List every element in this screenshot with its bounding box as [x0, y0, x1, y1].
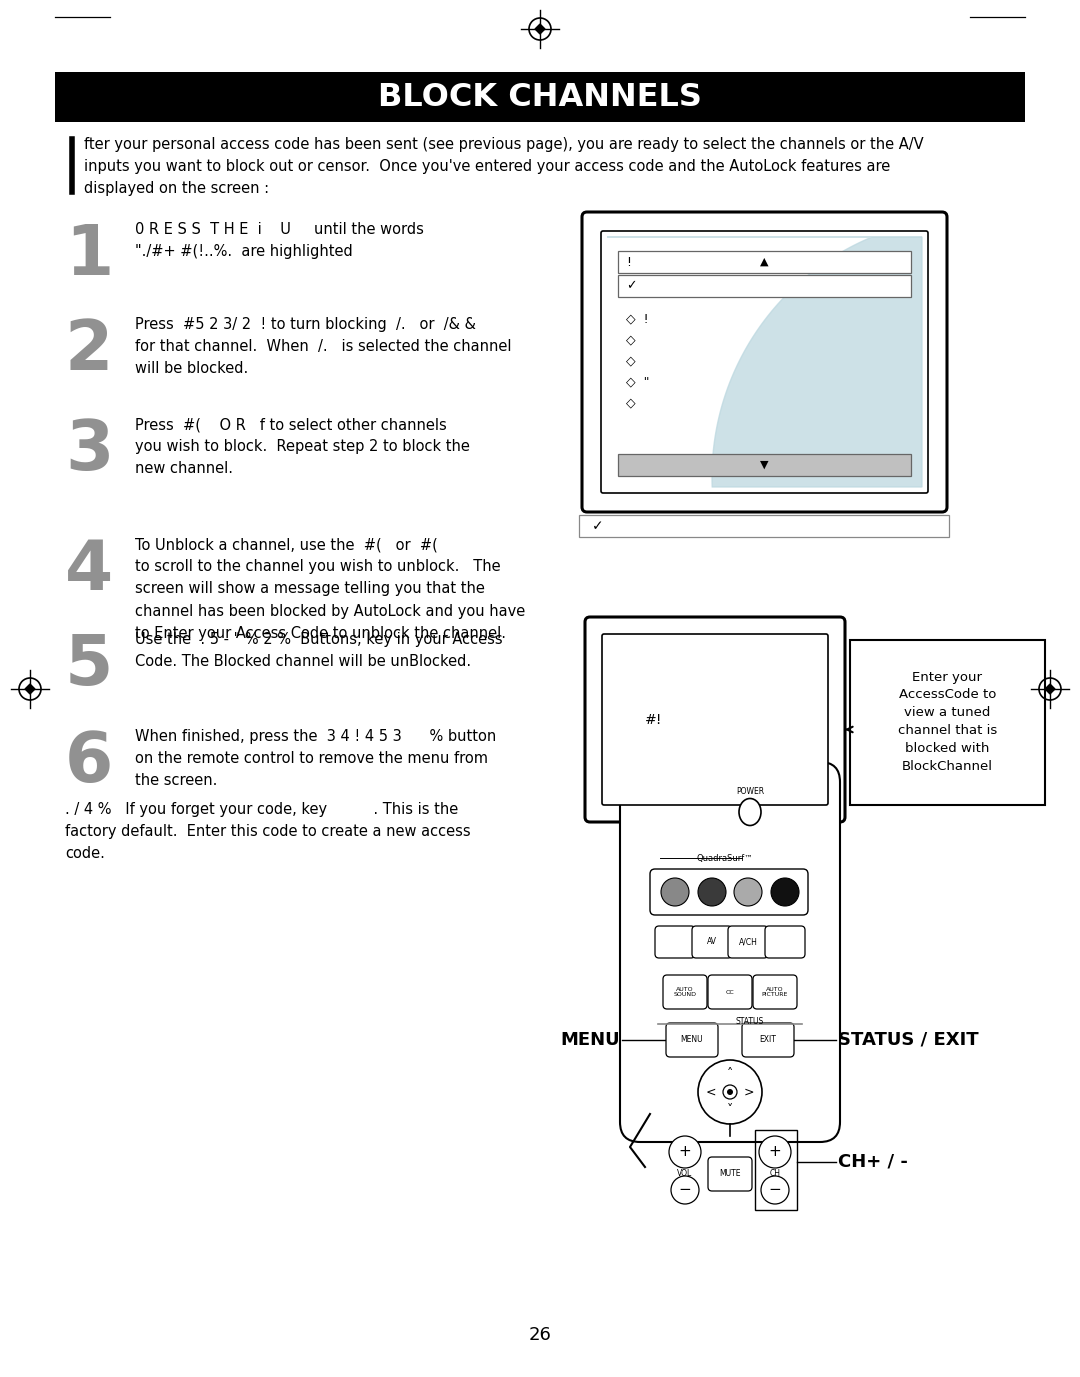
- Text: 6: 6: [65, 728, 113, 796]
- Text: STATUS / EXIT: STATUS / EXIT: [838, 1031, 978, 1049]
- FancyBboxPatch shape: [742, 1023, 794, 1058]
- Text: fter your personal access code has been sent (see previous page), you are ready : fter your personal access code has been …: [84, 136, 923, 151]
- Bar: [755, 1131, 797, 1210]
- Polygon shape: [535, 23, 545, 34]
- Text: 4: 4: [65, 537, 113, 605]
- Circle shape: [727, 1089, 733, 1095]
- FancyBboxPatch shape: [663, 975, 707, 1009]
- FancyBboxPatch shape: [602, 633, 828, 806]
- Ellipse shape: [739, 799, 761, 825]
- Text: >: >: [744, 1085, 754, 1099]
- Text: Enter your
AccessCode to
view a tuned
channel that is
blocked with
BlockChannel: Enter your AccessCode to view a tuned ch…: [897, 671, 997, 774]
- Text: VOL: VOL: [677, 1169, 692, 1179]
- Text: MENU: MENU: [561, 1031, 620, 1049]
- Bar: [618, 454, 912, 476]
- FancyBboxPatch shape: [654, 925, 696, 958]
- FancyBboxPatch shape: [753, 975, 797, 1009]
- Text: +: +: [769, 1144, 781, 1159]
- Circle shape: [761, 1176, 789, 1203]
- Text: 0 R E S S  T H E  i    U     until the words
"./#+ #(!..%.  are highlighted: 0 R E S S T H E i U until the words "./#…: [135, 222, 423, 259]
- Polygon shape: [607, 237, 922, 487]
- Text: CH+ / -: CH+ / -: [838, 1153, 908, 1170]
- Text: AUTO
PICTURE: AUTO PICTURE: [761, 986, 788, 997]
- Text: 26: 26: [528, 1326, 552, 1344]
- Circle shape: [771, 879, 799, 906]
- Text: ▼: ▼: [760, 460, 769, 470]
- FancyBboxPatch shape: [582, 212, 947, 512]
- FancyBboxPatch shape: [708, 975, 752, 1009]
- Text: displayed on the screen :: displayed on the screen :: [84, 180, 269, 196]
- Text: 2: 2: [65, 317, 113, 384]
- Polygon shape: [1045, 684, 1055, 694]
- Circle shape: [759, 1136, 791, 1168]
- Text: AUTO
SOUND: AUTO SOUND: [674, 986, 697, 997]
- FancyBboxPatch shape: [708, 1157, 752, 1191]
- Text: When finished, press the  3 4 ! 4 5 3      % button
on the remote control to rem: When finished, press the 3 4 ! 4 5 3 % b…: [135, 728, 496, 789]
- Text: +: +: [678, 1144, 691, 1159]
- Bar: [579, 515, 949, 537]
- Text: ✓: ✓: [592, 519, 604, 533]
- Text: POWER: POWER: [735, 788, 764, 796]
- Text: AV: AV: [707, 938, 717, 946]
- Text: To Unblock a channel, use the  #(   or  #(
to scroll to the channel you wish to : To Unblock a channel, use the #( or #( t…: [135, 537, 525, 640]
- FancyBboxPatch shape: [600, 231, 928, 493]
- Text: !: !: [626, 256, 631, 269]
- Text: Press  #(    O R   f to select other channels
you wish to block.  Repeat step 2 : Press #( O R f to select other channels …: [135, 417, 470, 476]
- Text: Press  #5 2 3/ 2  ! to turn blocking  /.   or  /& &
for that channel.  When  /. : Press #5 2 3/ 2 ! to turn blocking /. or…: [135, 317, 512, 376]
- FancyBboxPatch shape: [692, 925, 732, 958]
- Text: MUTE: MUTE: [719, 1169, 741, 1179]
- Text: ◇: ◇: [626, 333, 636, 347]
- Text: −: −: [678, 1183, 691, 1198]
- Text: inputs you want to block out or censor.  Once you've entered your access code an: inputs you want to block out or censor. …: [84, 158, 890, 174]
- Text: CC: CC: [726, 990, 734, 994]
- Text: ◇  ": ◇ ": [626, 376, 649, 388]
- Text: . / 4 %   If you forget your code, key          . This is the
factory default.  : . / 4 % If you forget your code, key . T…: [65, 801, 471, 862]
- Bar: [55, 72, 1025, 123]
- Text: ◇: ◇: [626, 354, 636, 368]
- Text: QuadraSurf™: QuadraSurf™: [697, 854, 754, 862]
- FancyBboxPatch shape: [666, 1023, 718, 1058]
- Text: ˄: ˄: [727, 1067, 733, 1081]
- Text: Use the  . 5 - " % 2 %  Buttons, key in your Access
Code. The Blocked channel wi: Use the . 5 - " % 2 % Buttons, key in yo…: [135, 632, 502, 669]
- Text: A/CH: A/CH: [739, 938, 757, 946]
- Text: <: <: [705, 1085, 716, 1099]
- Circle shape: [723, 1085, 737, 1099]
- FancyBboxPatch shape: [585, 617, 845, 822]
- Text: ✓: ✓: [626, 280, 636, 292]
- Text: BLOCK CHANNELS: BLOCK CHANNELS: [378, 81, 702, 113]
- FancyBboxPatch shape: [650, 869, 808, 914]
- Text: −: −: [769, 1183, 781, 1198]
- Circle shape: [669, 1136, 701, 1168]
- Text: 1: 1: [65, 222, 113, 289]
- Text: 5: 5: [65, 632, 113, 700]
- Circle shape: [661, 879, 689, 906]
- FancyBboxPatch shape: [728, 925, 768, 958]
- Text: 3: 3: [65, 417, 113, 483]
- Circle shape: [671, 1176, 699, 1203]
- Bar: [618, 251, 912, 273]
- Text: MENU: MENU: [680, 1036, 703, 1045]
- Text: CH: CH: [769, 1169, 781, 1179]
- Text: ◇  !: ◇ !: [626, 313, 649, 325]
- Circle shape: [698, 879, 726, 906]
- Bar: [618, 275, 912, 297]
- FancyBboxPatch shape: [765, 925, 805, 958]
- Text: ▲: ▲: [760, 257, 769, 267]
- Bar: [850, 639, 1045, 804]
- Text: ˅: ˅: [727, 1103, 733, 1117]
- Circle shape: [698, 1060, 762, 1124]
- Text: STATUS: STATUS: [735, 1018, 765, 1026]
- Text: ◇: ◇: [626, 397, 636, 409]
- Text: EXIT: EXIT: [759, 1036, 777, 1045]
- Circle shape: [734, 879, 762, 906]
- Text: #!: #!: [645, 712, 662, 727]
- FancyBboxPatch shape: [620, 761, 840, 1142]
- Polygon shape: [25, 684, 35, 694]
